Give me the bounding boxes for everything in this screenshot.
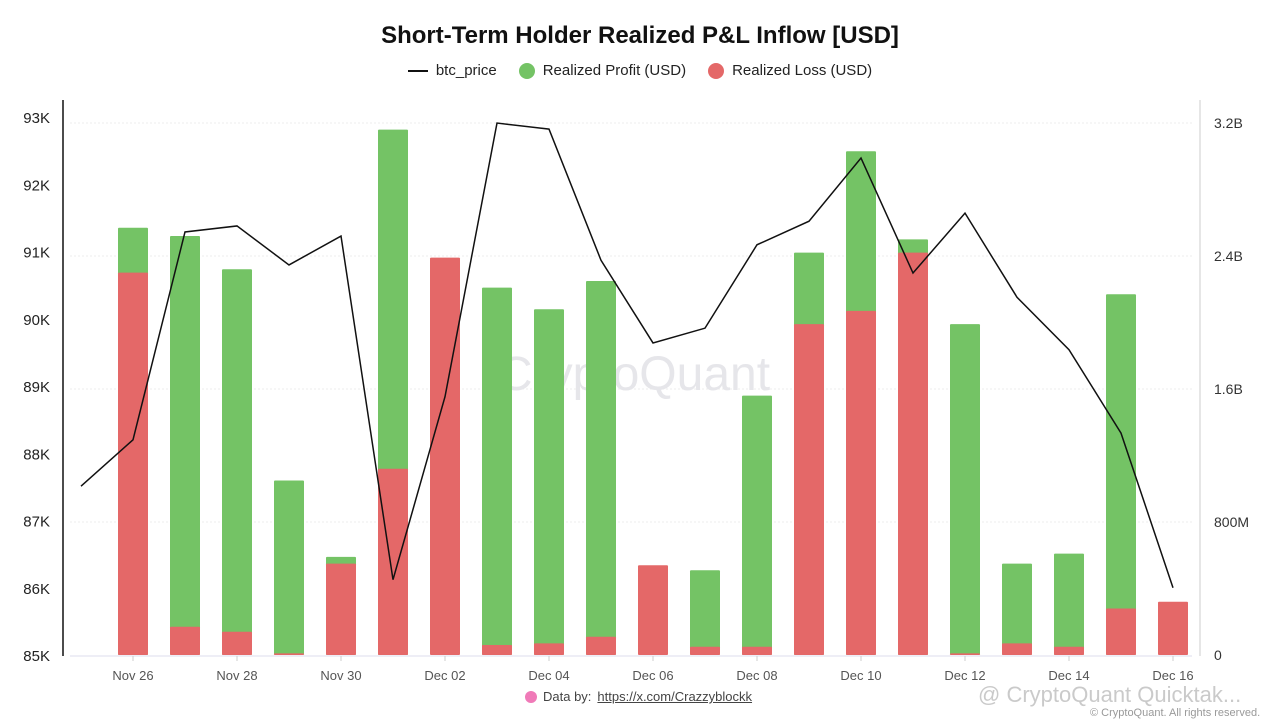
right-axis-tick: 1.6B (1214, 381, 1243, 397)
legend-item-profit[interactable]: Realized Profit (USD) (518, 62, 687, 79)
profit-bar (274, 480, 304, 655)
x-axis-tick: Nov 26 (112, 668, 153, 683)
loss-bar (534, 643, 564, 655)
loss-bar (118, 272, 148, 655)
source-link[interactable]: https://x.com/Crazzyblockk (597, 689, 753, 704)
btc-price-line (80, 122, 1174, 588)
x-axis-tick: Dec 02 (424, 668, 465, 683)
chart-title: Short-Term Holder Realized P&L Inflow [U… (381, 22, 899, 49)
footer: Data by: https://x.com/Crazzyblockk (525, 689, 752, 704)
profit-bar (586, 280, 616, 655)
loss-bar (1002, 643, 1032, 655)
x-axis-tick: Nov 28 (216, 668, 257, 683)
x-axis-tick: Dec 14 (1048, 668, 1089, 683)
loss-bar (378, 468, 408, 655)
loss-bar (898, 252, 928, 656)
left-axis-tick: 87K (23, 514, 50, 531)
profit-bar (1054, 553, 1084, 655)
profit-bar (1106, 294, 1136, 655)
x-axis-tick: Dec 04 (528, 668, 569, 683)
x-axis-tick: Dec 06 (632, 668, 673, 683)
overlay-watermark: @ CryptoQuant Quicktak... (978, 682, 1242, 707)
profit-bar (170, 236, 200, 656)
loss-bar (1054, 646, 1084, 655)
left-axis-tick: 93K (23, 110, 50, 127)
x-axis-tick: Dec 12 (944, 668, 985, 683)
profit-bar (742, 395, 772, 655)
legend: btc_price Realized Profit (USD) Realized… (0, 62, 1280, 79)
profit-bar (690, 570, 720, 655)
loss-bar (846, 310, 876, 655)
left-axis-tick: 85K (23, 648, 50, 665)
loss-bar (274, 653, 304, 655)
x-axis-tick: Dec 08 (736, 668, 777, 683)
loss-bar (1158, 601, 1188, 655)
loss-bar (430, 257, 460, 655)
legend-label: Realized Profit (USD) (542, 62, 687, 79)
legend-label: Realized Loss (USD) (732, 62, 873, 79)
right-axis-tick: 800M (1214, 514, 1249, 530)
data-by-label: Data by: (543, 689, 592, 704)
dot-swatch-icon (518, 62, 535, 79)
loss-bar (586, 636, 616, 655)
profit-bar (222, 269, 252, 655)
left-axis-tick: 88K (23, 446, 50, 463)
left-axis-tick: 92K (23, 177, 50, 194)
loss-bar (690, 646, 720, 655)
loss-bar (950, 653, 980, 655)
loss-bar (222, 631, 252, 655)
line-swatch-icon (407, 69, 428, 72)
x-axis-tick: Dec 10 (840, 668, 881, 683)
loss-bar (170, 626, 200, 655)
right-axis-tick: 3.2B (1214, 115, 1243, 131)
loss-bar (482, 645, 512, 655)
profit-bar (1002, 563, 1032, 655)
brain-icon (525, 690, 537, 703)
x-axis-tick: Dec 16 (1152, 668, 1193, 683)
right-axis-tick: 0 (1214, 647, 1222, 663)
legend-item-loss[interactable]: Realized Loss (USD) (708, 62, 872, 79)
left-axis-tick: 86K (23, 581, 50, 598)
dot-swatch-icon (708, 62, 725, 79)
loss-bar (326, 563, 356, 655)
left-axis-tick: 91K (23, 245, 50, 262)
copyright: © CryptoQuant. All rights reserved. (1090, 707, 1261, 719)
legend-item-btc-price[interactable]: btc_price (407, 62, 497, 79)
profit-bar (950, 324, 980, 655)
profit-bar (482, 287, 512, 655)
profit-bar (534, 309, 564, 655)
loss-bar (742, 646, 772, 655)
left-axis-tick: 89K (23, 379, 50, 396)
x-axis-tick: Nov 30 (320, 668, 361, 683)
right-axis-tick: 2.4B (1214, 248, 1243, 264)
left-axis-tick: 90K (23, 312, 50, 329)
loss-bar (794, 324, 824, 655)
loss-bar (638, 565, 668, 655)
legend-label: btc_price (435, 62, 497, 79)
loss-bar (1106, 608, 1136, 655)
